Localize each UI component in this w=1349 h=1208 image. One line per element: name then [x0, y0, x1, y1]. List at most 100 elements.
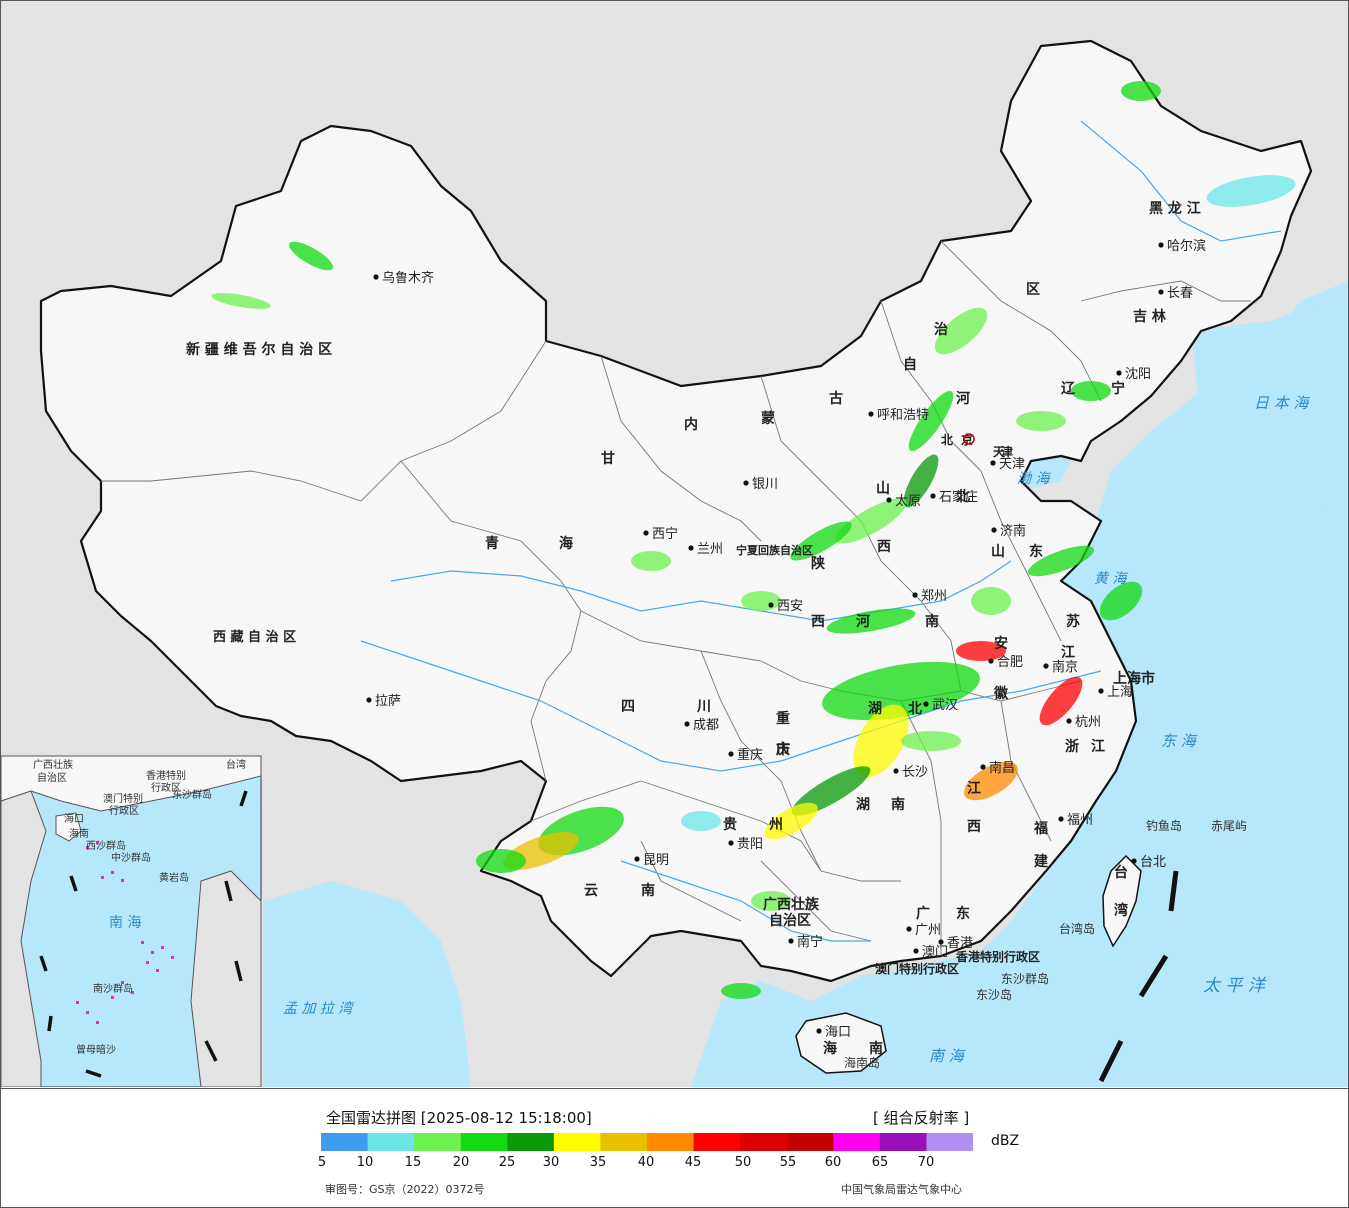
city-label: 广州 — [915, 923, 941, 938]
unit-label: dBZ — [991, 1133, 1020, 1149]
inset-label: 西沙群岛 — [86, 839, 126, 852]
colorbar-tick: 65 — [871, 1155, 889, 1170]
city-label: 石家庄 — [939, 489, 978, 505]
review-number: 审图号：GS京（2022）0372号 — [325, 1183, 485, 1196]
colorbar-swatch — [507, 1133, 555, 1151]
city-label: 拉萨 — [375, 694, 401, 709]
region-label: 自 — [903, 356, 917, 373]
inset-foreign-land-2 — [190, 870, 262, 1087]
radar-echo — [1016, 411, 1066, 431]
region-label: 西 — [877, 539, 891, 555]
region-label: 建 — [1034, 853, 1048, 870]
radar-echo — [822, 661, 980, 721]
city-label: 香港 — [947, 936, 973, 951]
sea-label: 东 海 — [1161, 732, 1198, 750]
region-label: 辽 — [1061, 381, 1076, 397]
city-label: 南京 — [1052, 659, 1078, 675]
city-label: 长春 — [1167, 286, 1193, 301]
city-marker — [1116, 370, 1122, 376]
sea-bay-of-bengal — [263, 881, 471, 1087]
region-label: 重 — [776, 710, 790, 727]
city-marker — [913, 948, 919, 954]
city-label: 海口 — [825, 1025, 851, 1040]
colorbar-swatch — [321, 1133, 369, 1151]
colorbar-swatch — [879, 1133, 927, 1151]
colorbar-tick: 60 — [824, 1155, 842, 1170]
city-label: 昆明 — [643, 853, 669, 868]
sea-label: 渤 海 — [1017, 471, 1051, 487]
region-label: 香港特别行政区 — [955, 949, 1040, 964]
region-label: 黑 龙 江 — [1149, 200, 1201, 217]
sea-label: 南 海 — [929, 1047, 966, 1065]
city-label: 武汉 — [932, 698, 958, 713]
city-marker — [912, 592, 918, 598]
radar-echo — [631, 551, 671, 571]
sea-label: 孟 加 拉 湾 — [283, 1001, 354, 1017]
colorbar-tick: 30 — [542, 1155, 560, 1170]
radar-echo — [964, 761, 1018, 801]
city-label: 南昌 — [989, 760, 1015, 776]
city-marker — [906, 926, 912, 932]
radar-echo — [790, 521, 852, 561]
city-label: 台北 — [1140, 855, 1166, 870]
inset-map — [1, 755, 262, 1087]
city-marker — [688, 545, 694, 551]
inset-label: 南 海 — [109, 915, 141, 931]
island-label: 海南岛 — [844, 1055, 880, 1070]
region-label: 南 — [925, 613, 939, 630]
colorbar-swatch — [833, 1133, 881, 1151]
legend-panel: 全国雷达拼图 [2025-08-12 15:18:00] [ 组合反射率 ] 5… — [1, 1088, 1348, 1207]
radar-echo — [835, 498, 907, 544]
inset-label: 海口 — [64, 812, 84, 825]
capital-marker — [963, 433, 975, 445]
region-label: 河 — [956, 390, 970, 407]
region-label: 河 — [856, 613, 870, 630]
radar-echo — [903, 454, 939, 508]
city-label: 乌鲁木齐 — [382, 270, 434, 286]
region-label: 东 — [956, 905, 970, 922]
city-marker — [634, 856, 640, 862]
taiwan-island — [1102, 854, 1142, 948]
radar-echo — [476, 849, 526, 873]
region-label: 庆 — [776, 741, 790, 758]
region-label: 徽 — [993, 685, 1009, 702]
region-label: 江 — [1061, 644, 1075, 661]
region-label: 北 — [908, 701, 922, 717]
city-marker — [728, 751, 734, 757]
city-label: 合肥 — [997, 655, 1023, 670]
radar-echo — [1121, 81, 1161, 101]
region-label: 江 — [967, 780, 981, 797]
inset-islands — [76, 841, 174, 1024]
colorbar-tick: 40 — [637, 1155, 655, 1170]
city-label: 重庆 — [737, 747, 763, 763]
radar-echo — [1099, 581, 1143, 621]
city-marker — [684, 721, 690, 727]
inset-foreign-land — [1, 790, 47, 1087]
region-label: 区 — [1026, 282, 1040, 298]
city-label: 杭州 — [1075, 715, 1101, 730]
inset-label: 广西壮族 — [33, 758, 73, 771]
region-label: 青 — [485, 535, 499, 552]
radar-echo — [826, 608, 916, 634]
radar-echo — [764, 802, 818, 840]
region-label: 北 — [941, 432, 953, 447]
region-label: 市 — [776, 741, 790, 758]
city-label: 成都 — [693, 718, 719, 733]
product-name: [ 组合反射率 ] — [873, 1109, 970, 1127]
city-label: 呼和浩特 — [877, 408, 929, 423]
radar-echo — [901, 731, 961, 751]
radar-echo — [1039, 676, 1083, 726]
city-label: 济南 — [1000, 523, 1026, 539]
region-label: 州 — [768, 817, 783, 833]
region-label: 天 — [993, 445, 1006, 459]
sea-label: 日 本 海 — [1254, 394, 1311, 412]
japan-sea — [1191, 291, 1348, 521]
region-label: 台 — [1114, 864, 1128, 881]
region-label: 广 — [916, 905, 930, 922]
radar-echo — [1206, 175, 1296, 207]
region-label: 湖 — [868, 701, 882, 717]
region-label: 东 — [1029, 543, 1043, 560]
